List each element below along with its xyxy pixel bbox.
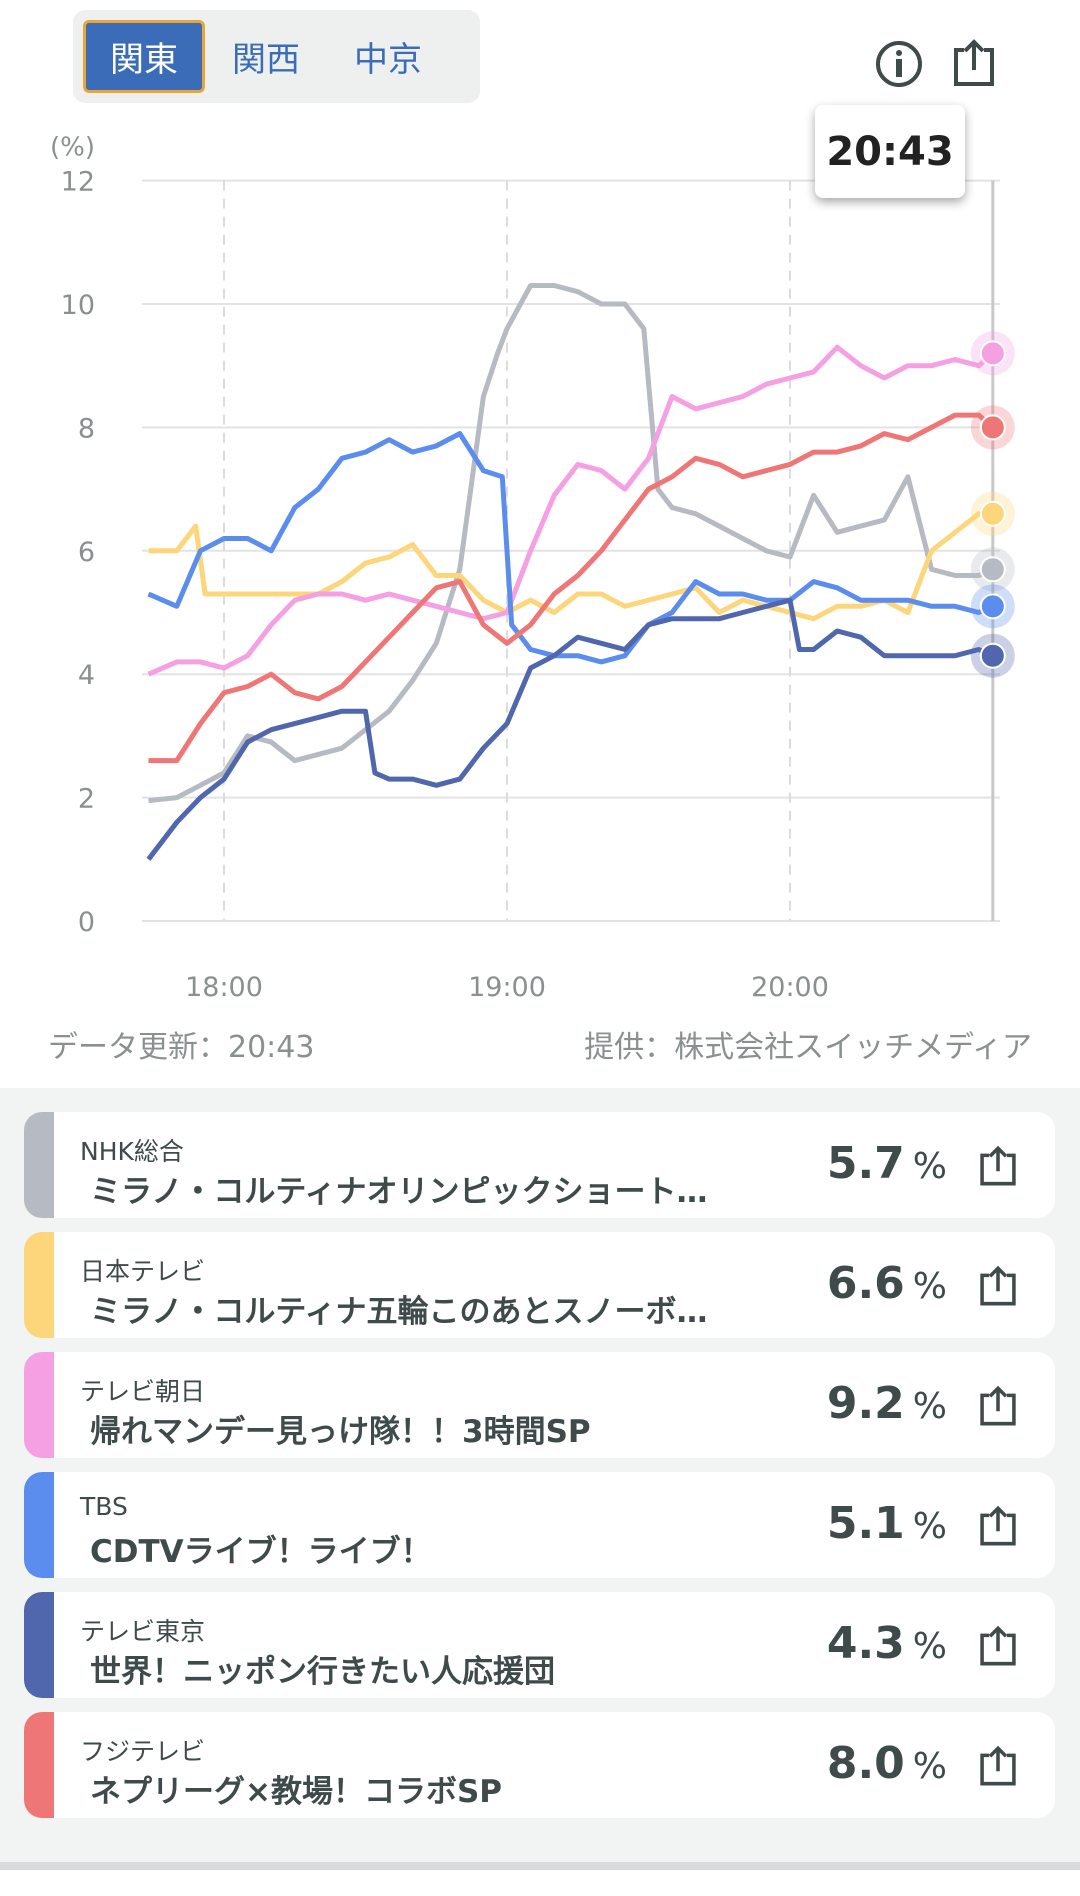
rating-value: 5.1% (827, 1498, 947, 1549)
rating-unit: % (912, 1386, 947, 1427)
data-provider: 提供：株式会社スイッチメディア (584, 1030, 1032, 1065)
y-tick-label: 12 (61, 167, 95, 198)
share-icon[interactable] (975, 1742, 1021, 1790)
series-marker-1 (979, 500, 1006, 527)
region-tab-kanto[interactable]: 関東 (83, 20, 205, 93)
rating-unit: % (912, 1266, 947, 1307)
share-icon[interactable] (975, 1382, 1021, 1430)
series-line-0 (148, 283, 994, 804)
series-marker-3 (979, 593, 1006, 620)
station-name: TBS (80, 1492, 128, 1521)
program-title: 帰れマンデー見っけ隊！！3時間SP (90, 1414, 591, 1450)
station-color-bar (24, 1112, 54, 1218)
station-color-bar (24, 1712, 54, 1818)
rating-value: 5.7% (827, 1138, 947, 1189)
program-card[interactable]: テレビ東京 世界！ニッポン行きたい人応援団 4.3% (24, 1592, 1055, 1698)
station-color-bar (24, 1592, 54, 1698)
region-selector: 関東 関西 中京 (73, 10, 480, 103)
series-marker-0 (979, 556, 1006, 583)
rating-unit: % (912, 1146, 947, 1187)
x-tick-label: 19:00 (468, 972, 546, 1000)
program-card[interactable]: TBS CDTVライブ！ライブ！ 5.1% (24, 1472, 1055, 1578)
station-name: NHK総合 (80, 1137, 184, 1166)
station-color-bar (24, 1352, 54, 1458)
program-title: ミラノ・コルティナオリンピックショート… (90, 1174, 708, 1210)
series-line-4 (146, 597, 994, 861)
region-tab-kansai[interactable]: 関西 (232, 40, 300, 80)
series-marker-2 (979, 340, 1006, 367)
x-tick-label: 20:00 (751, 972, 829, 1000)
rating-unit: % (912, 1746, 947, 1787)
y-axis-unit: (%) (50, 133, 95, 163)
rating-value: 9.2% (827, 1378, 947, 1429)
station-name: テレビ東京 (80, 1617, 206, 1646)
divider (0, 1862, 1080, 1870)
series-marker-4 (979, 642, 1006, 669)
program-title: 世界！ニッポン行きたい人応援団 (90, 1654, 555, 1690)
rating-number: 8.0 (826, 1738, 905, 1789)
y-tick-label: 10 (61, 290, 95, 321)
rating-value: 6.6% (827, 1258, 947, 1309)
share-icon[interactable] (975, 1142, 1021, 1190)
time-tooltip: 20:43 (815, 105, 965, 198)
rating-number: 4.3 (826, 1618, 905, 1669)
program-title: CDTVライブ！ライブ！ (90, 1534, 432, 1570)
series-line-2 (147, 344, 995, 677)
update-time: データ更新：20:43 (48, 1030, 315, 1065)
program-title: ネプリーグ×教場！コラボSP (90, 1774, 503, 1810)
series-marker-5 (979, 414, 1006, 441)
program-card[interactable]: NHK総合 ミラノ・コルティナオリンピックショート… 5.7% (24, 1112, 1055, 1218)
station-name: テレビ朝日 (80, 1377, 206, 1406)
series-line-1 (148, 511, 993, 622)
share-icon[interactable] (975, 1622, 1021, 1670)
rating-number: 6.6 (826, 1258, 905, 1309)
program-title: ミラノ・コルティナ五輪このあとスノーボ… (90, 1294, 708, 1330)
series-line-5 (148, 412, 995, 764)
y-tick-label: 8 (78, 413, 95, 444)
share-icon[interactable] (975, 1502, 1021, 1550)
share-icon[interactable] (975, 1262, 1021, 1310)
y-tick-label: 0 (78, 907, 95, 938)
station-color-bar (24, 1232, 54, 1338)
rating-unit: % (912, 1506, 947, 1547)
y-tick-label: 2 (78, 784, 95, 815)
x-tick-label: 18:00 (185, 972, 263, 1000)
program-card[interactable]: 日本テレビ ミラノ・コルティナ五輪このあとスノーボ… 6.6% (24, 1232, 1055, 1338)
program-card[interactable]: フジテレビ ネプリーグ×教場！コラボSP 8.0% (24, 1712, 1055, 1818)
region-tab-chukyo[interactable]: 中京 (354, 40, 422, 80)
info-icon[interactable] (873, 38, 925, 90)
station-name: フジテレビ (80, 1737, 206, 1766)
rating-unit: % (912, 1626, 947, 1667)
y-tick-label: 4 (78, 660, 95, 691)
station-name: 日本テレビ (80, 1257, 206, 1286)
rating-number: 9.2 (826, 1378, 905, 1429)
program-list: NHK総合 ミラノ・コルティナオリンピックショート… 5.7% 日本テレビ ミラ… (0, 1088, 1080, 1868)
rating-value: 4.3% (827, 1618, 947, 1669)
y-tick-label: 6 (78, 537, 95, 568)
share-icon[interactable] (948, 38, 1000, 90)
series-line-3 (147, 431, 994, 665)
program-card[interactable]: テレビ朝日 帰れマンデー見っけ隊！！3時間SP 9.2% (24, 1352, 1055, 1458)
rating-number: 5.7 (826, 1138, 905, 1189)
ratings-chart[interactable]: (%) 0 2 4 6 8 10 12 18:00 19:00 20:00 (0, 120, 1080, 1000)
rating-value: 8.0% (827, 1738, 947, 1789)
rating-number: 5.1 (826, 1498, 905, 1549)
station-color-bar (24, 1472, 54, 1578)
